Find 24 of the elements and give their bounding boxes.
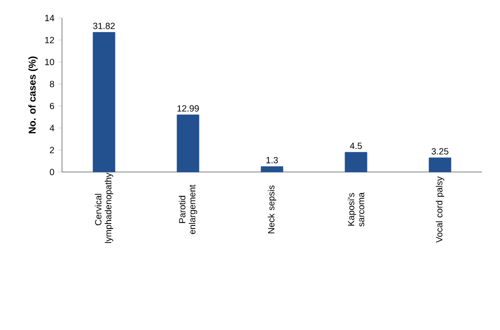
bar bbox=[92, 32, 116, 172]
x-tick-label: Neck sepsis bbox=[268, 185, 276, 234]
x-tick-label: Cervical lymphadenopathy bbox=[94, 172, 114, 243]
annotation: 12.99 bbox=[177, 105, 199, 112]
y-tick-label: 2 bbox=[50, 146, 54, 154]
x-tick-label: Kaposi's sarcoma bbox=[348, 192, 364, 226]
annotation: 3.25 bbox=[432, 148, 448, 155]
annotation: 31.82 bbox=[93, 22, 115, 30]
y-tick-label: 12 bbox=[45, 36, 54, 44]
y-tick-label: 14 bbox=[45, 14, 54, 22]
bar bbox=[176, 114, 200, 172]
y-axis-title: No. of cases (%) bbox=[28, 56, 38, 134]
x-tick-label: Parotid enlargement bbox=[178, 184, 198, 234]
y-tick-label: 4 bbox=[50, 124, 54, 132]
y-tick-label: 8 bbox=[50, 80, 54, 88]
annotation: 4.5 bbox=[350, 142, 362, 150]
y-tick-label: 0 bbox=[50, 168, 54, 176]
y-tick-label: 6 bbox=[50, 102, 54, 110]
x-tick-label: Vocal cord palsy bbox=[436, 176, 444, 243]
bar bbox=[260, 166, 284, 172]
annotation: 1.3 bbox=[266, 156, 278, 164]
y-tick-label: 10 bbox=[45, 58, 54, 66]
bar bbox=[344, 152, 368, 172]
bar bbox=[428, 158, 452, 172]
